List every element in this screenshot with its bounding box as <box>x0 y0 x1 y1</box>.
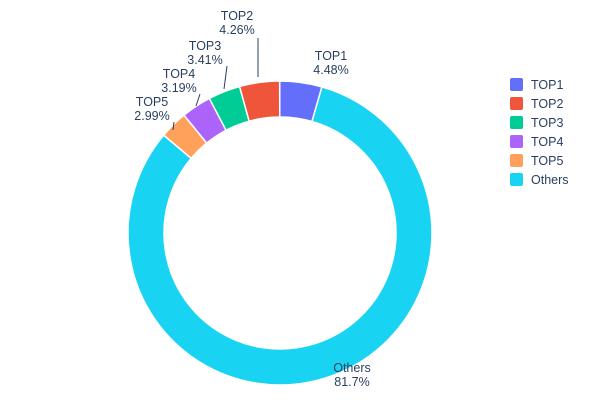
legend: TOP1 TOP2 TOP3 TOP4 TOP5 Others <box>510 77 569 187</box>
legend-swatch-top1 <box>510 78 523 91</box>
legend-item-top2[interactable]: TOP2 <box>510 96 569 111</box>
legend-item-top4[interactable]: TOP4 <box>510 134 569 149</box>
leader-line-top3 <box>223 65 228 90</box>
legend-swatch-top3 <box>510 116 523 129</box>
legend-swatch-others <box>510 173 523 186</box>
legend-label-top5: TOP5 <box>531 153 564 168</box>
legend-item-top5[interactable]: TOP5 <box>510 153 569 168</box>
legend-swatch-top2 <box>510 97 523 110</box>
slice-label-top5: TOP5 2.99% <box>134 95 169 123</box>
leader-line-top5 <box>172 121 175 131</box>
legend-swatch-top4 <box>510 135 523 148</box>
legend-item-top1[interactable]: TOP1 <box>510 77 569 92</box>
slice-label-top1: TOP1 4.48% <box>313 49 348 77</box>
slice-label-others: Others 81.7% <box>333 361 371 389</box>
slice-label-top3: TOP3 3.41% <box>187 39 222 67</box>
slice-label-top4: TOP4 3.19% <box>161 67 196 95</box>
legend-item-top3[interactable]: TOP3 <box>510 115 569 130</box>
legend-swatch-top5 <box>510 154 523 167</box>
legend-label-top2: TOP2 <box>531 96 564 111</box>
slice-label-top2: TOP2 4.26% <box>219 9 254 37</box>
leader-line-top4 <box>195 93 201 107</box>
legend-label-others: Others <box>531 172 569 187</box>
pie-slice-others[interactable] <box>127 85 433 386</box>
legend-label-top1: TOP1 <box>531 77 564 92</box>
legend-label-top4: TOP4 <box>531 134 564 149</box>
legend-label-top3: TOP3 <box>531 115 564 130</box>
legend-item-others[interactable]: Others <box>510 172 569 187</box>
